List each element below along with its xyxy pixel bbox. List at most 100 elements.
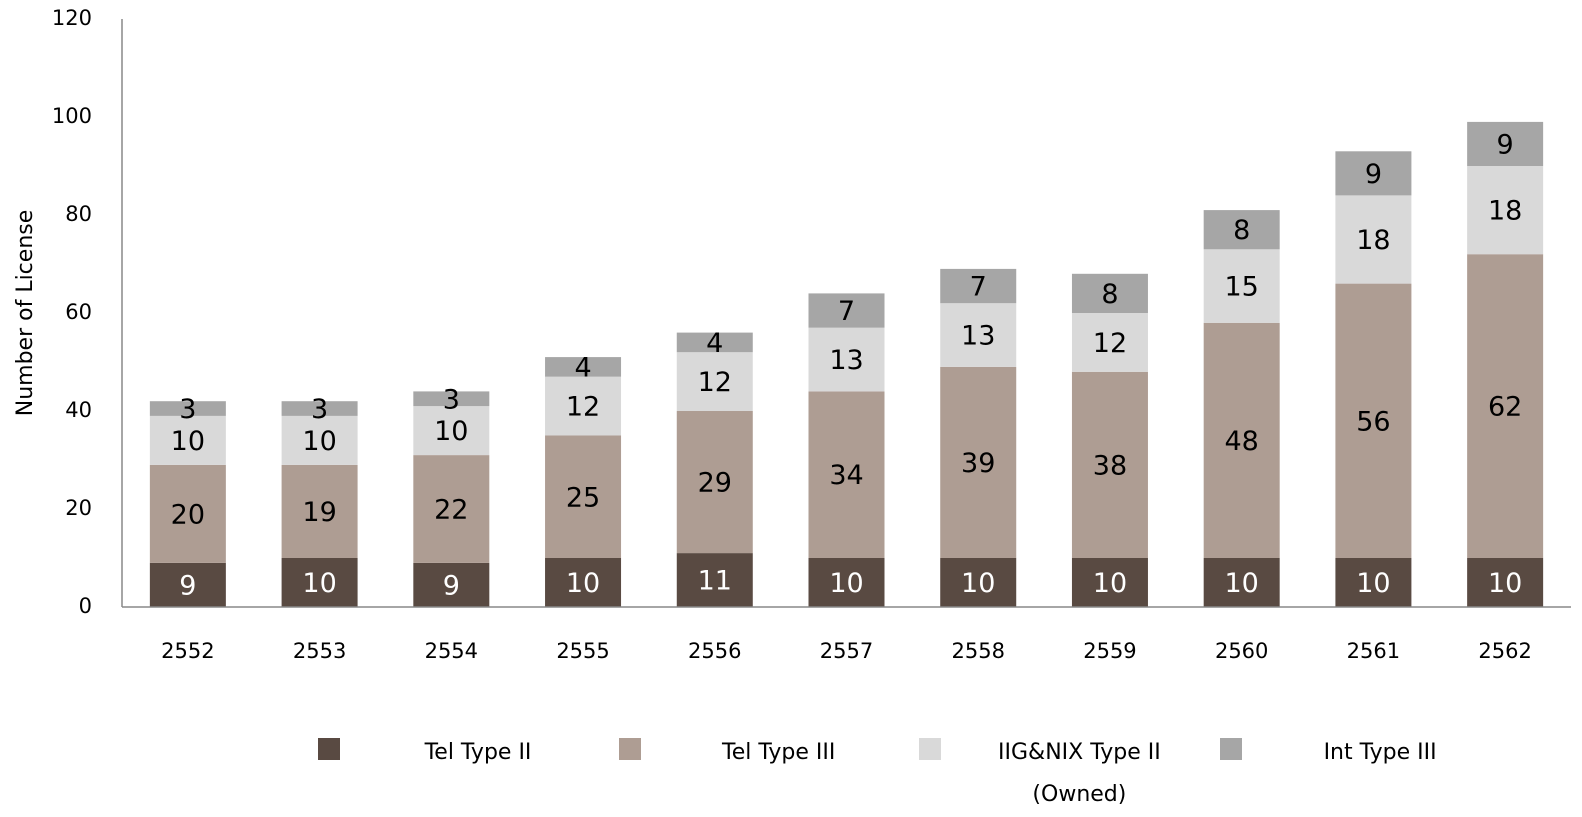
data-label: 3 [443,384,460,415]
bar-segment [149,562,226,607]
data-label: 9 [1497,129,1514,160]
data-label: 15 [1225,272,1259,303]
y-tick-label: 40 [65,398,92,422]
data-label: 13 [961,321,995,352]
bar-segment [808,327,885,392]
bar-segment [1335,151,1412,196]
data-label: 29 [698,468,732,499]
bar-segment [413,562,490,607]
data-label: 12 [566,392,600,423]
data-label: 10 [1225,568,1259,599]
data-label: 8 [1101,279,1118,310]
data-label: 10 [302,426,336,457]
data-label: 48 [1225,426,1259,457]
legend-label: Tel Type II [424,740,532,765]
data-label: 4 [574,352,591,383]
data-label: 10 [961,568,995,599]
data-label: 3 [179,394,196,425]
x-tick-label: 2558 [952,639,1005,663]
legend-label: Int Type III [1323,740,1437,765]
x-tick-label: 2554 [425,639,478,663]
bar-segment [940,366,1017,558]
y-tick-label: 20 [65,496,92,520]
legend-label: Tel Type III [722,740,836,765]
bar-segment [808,558,885,607]
data-label: 10 [434,416,468,447]
x-tick-label: 2552 [161,639,214,663]
data-label: 9 [443,570,460,601]
bar-segment [1203,210,1280,250]
bar-segment [1203,322,1280,558]
data-label: 22 [434,495,468,526]
bar-segment [545,357,622,377]
bar-segment [281,464,358,558]
bar-segment [1071,313,1148,372]
bar-segment [1071,273,1148,313]
data-label: 13 [829,345,863,376]
data-label: 10 [171,426,205,457]
data-label: 18 [1356,225,1390,256]
bar-segment [545,435,622,558]
data-label: 20 [171,499,205,530]
bar-segment [413,455,490,563]
x-tick-label: 2555 [556,639,609,663]
bar-segment [676,553,753,607]
bar-segment [281,415,358,465]
bar-segment [1203,249,1280,323]
bar-segment [1467,121,1544,166]
data-label: 38 [1093,450,1127,481]
x-tick-label: 2560 [1215,639,1268,663]
bar-segment [940,268,1017,304]
data-label: 7 [970,272,987,303]
bar-segment [1071,371,1148,558]
data-label: 10 [1356,568,1390,599]
bar-segment [1467,254,1544,558]
bar-segment [1467,558,1544,607]
data-label: 9 [1365,159,1382,190]
data-label: 25 [566,482,600,513]
legend-swatch [1220,738,1243,760]
data-label: 4 [706,328,723,359]
data-label: 62 [1488,392,1522,423]
y-tick-label: 0 [79,594,92,618]
x-tick-label: 2561 [1347,639,1400,663]
x-tick-label: 2562 [1478,639,1531,663]
data-label: 9 [179,570,196,601]
data-label: 34 [829,460,863,491]
legend-swatch [318,738,340,760]
y-tick-label: 120 [52,6,92,30]
bar-segment [1335,558,1412,607]
bar-segment [676,411,753,554]
bar-segment [676,332,753,353]
bar-segment [413,391,490,407]
bar-segment [1203,558,1280,607]
data-label: 8 [1233,215,1250,246]
data-label: 10 [1488,568,1522,599]
data-label: 11 [698,566,732,597]
bar-segment [808,293,885,328]
data-label: 10 [1093,568,1127,599]
x-tick-label: 2553 [293,639,346,663]
data-label: 10 [302,568,336,599]
data-label: 3 [311,394,328,425]
x-tick-label: 2557 [820,639,873,663]
x-tick-label: 2559 [1083,639,1136,663]
bar-segment [1335,283,1412,558]
data-label: 18 [1488,196,1522,227]
data-label: 12 [698,367,732,398]
data-label: 10 [566,568,600,599]
legend-swatch [618,738,641,760]
data-label: 10 [829,568,863,599]
data-label: 7 [838,296,855,327]
data-label: 12 [1093,328,1127,359]
x-tick-label: 2556 [688,639,741,663]
bar-segment [413,406,490,456]
data-label: 19 [302,497,336,528]
bar-segment [281,401,358,416]
y-tick-label: 80 [65,202,92,226]
data-label: 56 [1356,406,1390,437]
bar-segment [676,352,753,411]
y-axis-label: Number of License [13,210,38,417]
